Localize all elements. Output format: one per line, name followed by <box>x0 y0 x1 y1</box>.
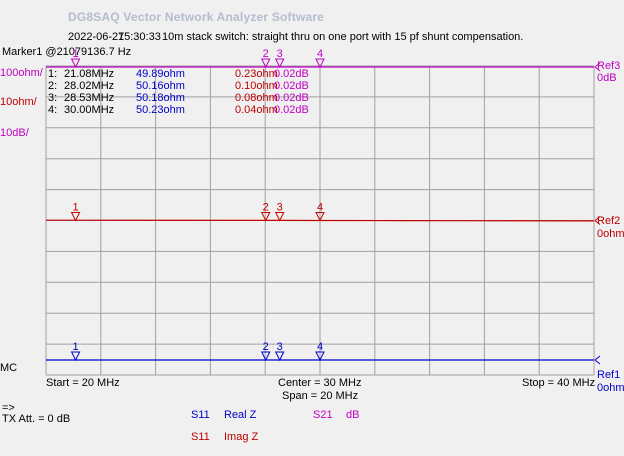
marker-triangle-s11-imag <box>260 212 271 222</box>
marker-number-s11-real: 3 <box>277 341 283 353</box>
marker-s11-real: 50.23ohm <box>136 104 185 116</box>
marker-triangle-s11-imag <box>274 212 285 222</box>
marker-s11-imag: 0.23ohm <box>235 68 278 80</box>
marker-freq: 28.53MHz <box>64 92 115 104</box>
ref-arrow <box>594 355 601 365</box>
header-date: 2022-06-27 <box>68 31 125 43</box>
legend-s21-param[interactable]: S21 <box>313 409 333 421</box>
marker-number-s21: 4 <box>317 48 323 60</box>
marker-number-s11-imag: 1 <box>73 202 79 214</box>
marker-s11-real: 49.89ohm <box>136 68 185 80</box>
marker-freq: 21.08MHz <box>64 68 115 80</box>
marker-label: 2: <box>48 80 58 92</box>
marker-number-s11-real: 2 <box>263 341 269 353</box>
marker-triangle-s11-imag <box>70 212 81 222</box>
marker-number-s21: 3 <box>277 48 283 60</box>
arrow-indicator: => <box>2 402 15 414</box>
marker-number-s11-imag: 4 <box>317 202 323 214</box>
header-time: 15:30:33 <box>118 31 161 43</box>
scale-label-ohm-10: 10ohm/ <box>0 96 37 108</box>
marker-number-s21: 2 <box>263 48 269 60</box>
ref3-name: Ref3 <box>597 60 621 72</box>
marker-freq: 28.02MHz <box>64 80 115 92</box>
marker-label: 1: <box>48 68 58 80</box>
center-frequency: Center = 30 MHz <box>278 377 362 389</box>
tx-attenuation: TX Att. = 0 dB <box>2 413 71 425</box>
ref-arrow <box>594 62 601 72</box>
scale-label-ohm-100: 100ohm/ <box>0 67 43 79</box>
marker-s21: 0.02dB <box>274 68 309 80</box>
ref1-name: Ref1 <box>597 369 621 381</box>
marker-triangle-s11-imag <box>315 212 325 222</box>
marker-readout: Marker1 @21079136.7 Hz <box>2 46 132 58</box>
legend-s11-imag-format[interactable]: Imag Z <box>224 431 259 443</box>
trace-s11-imag-z <box>46 219 595 222</box>
span-frequency: Span = 20 MHz <box>282 390 359 402</box>
marker-freq: 30.00MHz <box>64 104 115 116</box>
ref1-value: 0ohm <box>597 382 624 394</box>
marker-label: 3: <box>48 92 58 104</box>
ref2-value: 0ohm <box>597 228 624 240</box>
marker-s11-real: 50.16ohm <box>136 80 185 92</box>
start-frequency: Start = 20 MHz <box>46 377 120 389</box>
marker-number-s11-imag: 3 <box>277 202 283 214</box>
legend-s11-real-param[interactable]: S11 <box>191 409 210 421</box>
ref2-name: Ref2 <box>597 215 621 227</box>
legend-s11-imag-param[interactable]: S11 <box>191 431 210 443</box>
marker-triangle-s21 <box>274 58 285 69</box>
legend-s11-real-format[interactable]: Real Z <box>224 409 257 421</box>
marker-triangle-s11-real <box>315 351 325 362</box>
marker-s21: 0.02dB <box>274 104 309 116</box>
marker-s21: 0.02dB <box>274 92 309 104</box>
ref3-value: 0dB <box>597 72 617 84</box>
marker-triangle-s11-real <box>70 351 81 362</box>
marker-number-s21: 1 <box>73 48 79 60</box>
header-description: 10m stack switch: straight thru on one p… <box>162 31 524 43</box>
mode-label: MC <box>0 362 18 374</box>
marker-triangle-s21 <box>315 58 325 69</box>
legend-s21-format[interactable]: dB <box>346 409 360 421</box>
marker-s11-imag: 0.08ohm <box>235 92 278 104</box>
marker-label: 4: <box>48 104 58 116</box>
marker-triangle-s11-real <box>260 351 271 362</box>
marker-s21: 0.02dB <box>274 80 309 92</box>
ref-arrow <box>594 216 601 225</box>
marker-triangle-s21 <box>260 58 271 69</box>
marker-triangle-s21 <box>70 58 81 69</box>
marker-s11-imag: 0.04ohm <box>235 104 278 116</box>
marker-s11-real: 50.18ohm <box>136 92 185 104</box>
scale-label-db: 10dB/ <box>0 127 29 139</box>
ref-arrow-layer <box>594 62 601 365</box>
marker-triangle-s11-real <box>274 351 285 362</box>
marker-number-s11-real: 4 <box>317 341 323 353</box>
stop-frequency: Stop = 40 MHz <box>522 377 596 389</box>
app-title: DG8SAQ Vector Network Analyzer Software <box>68 10 325 24</box>
marker-layer: 1 2 3 41 2 3 41 2 3 4 <box>70 48 325 362</box>
marker-number-s11-imag: 2 <box>263 202 269 214</box>
marker-s11-imag: 0.10ohm <box>235 80 278 92</box>
marker-number-s11-real: 1 <box>73 341 79 353</box>
